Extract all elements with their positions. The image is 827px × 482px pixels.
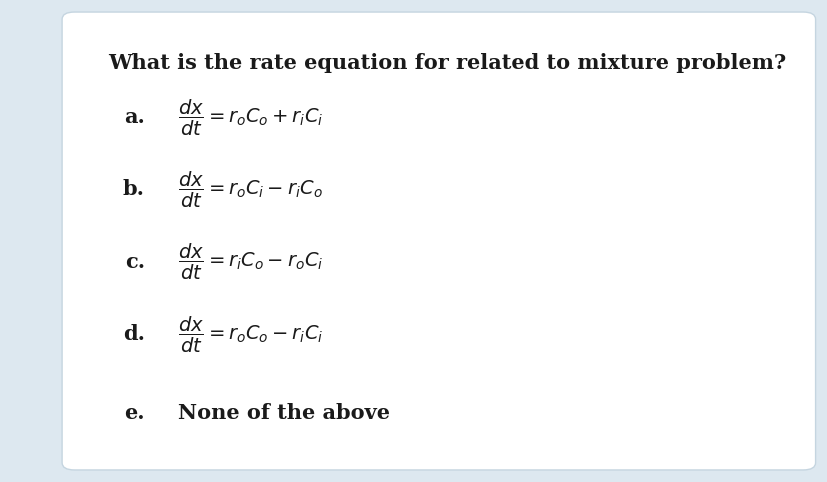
Text: $\dfrac{dx}{dt} = r_oC_o + r_iC_i$: $\dfrac{dx}{dt} = r_oC_o + r_iC_i$ (178, 98, 323, 138)
Text: c.: c. (125, 252, 145, 271)
Text: e.: e. (124, 403, 145, 423)
Text: $\dfrac{dx}{dt} = r_oC_i - r_iC_o$: $\dfrac{dx}{dt} = r_oC_i - r_iC_o$ (178, 170, 323, 210)
Text: None of the above: None of the above (178, 403, 390, 423)
Text: d.: d. (122, 324, 145, 344)
Text: b.: b. (122, 179, 145, 199)
Text: a.: a. (124, 107, 145, 127)
Text: $\dfrac{dx}{dt} = r_oC_o - r_iC_i$: $\dfrac{dx}{dt} = r_oC_o - r_iC_i$ (178, 315, 323, 355)
Text: What is the rate equation for related to mixture problem?: What is the rate equation for related to… (108, 53, 785, 73)
Text: $\dfrac{dx}{dt} = r_iC_o - r_oC_i$: $\dfrac{dx}{dt} = r_iC_o - r_oC_i$ (178, 242, 323, 282)
